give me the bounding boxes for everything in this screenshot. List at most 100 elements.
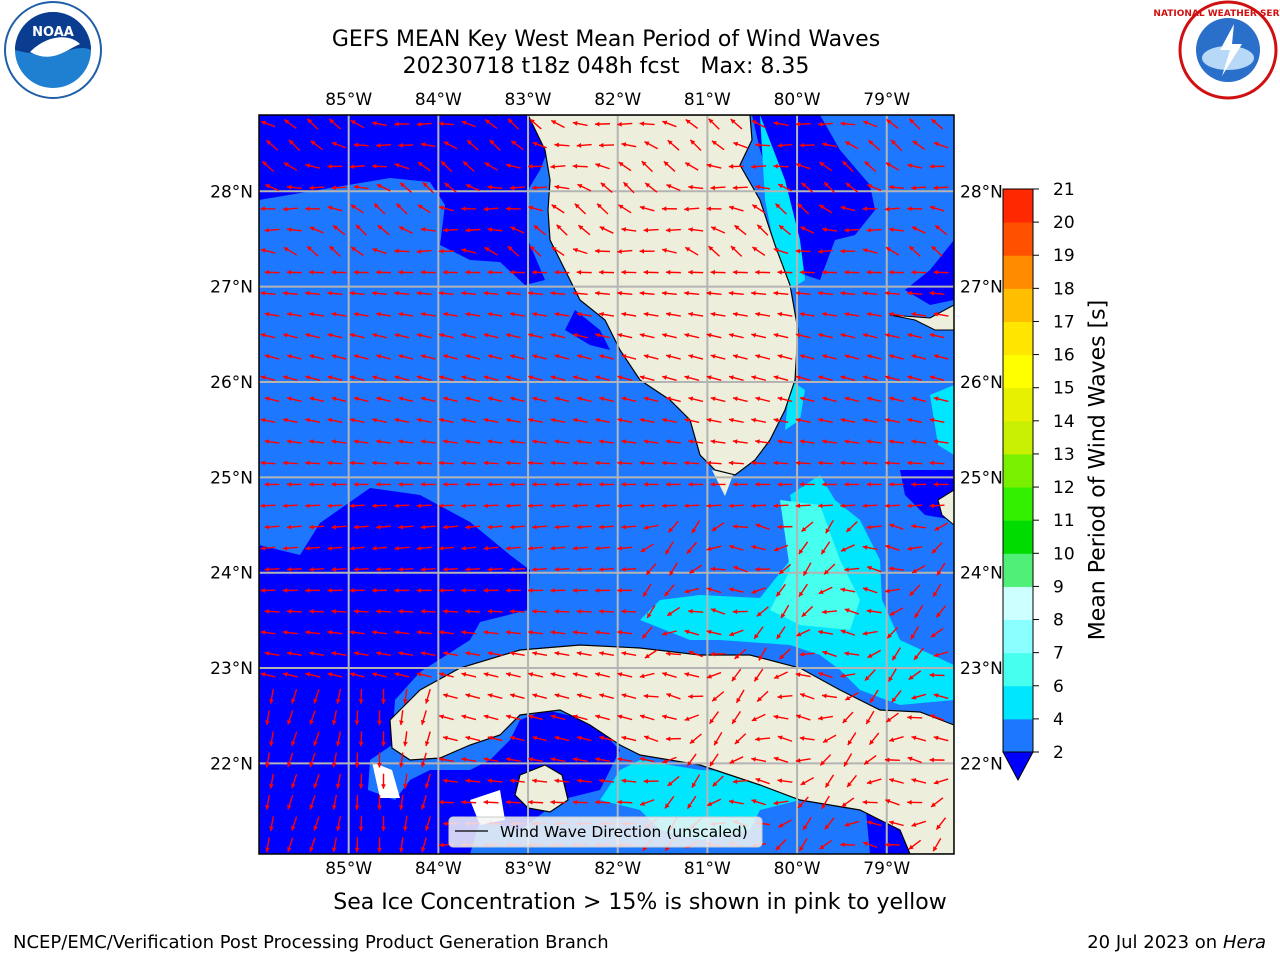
wind-wave-arrow — [353, 311, 369, 317]
wind-wave-arrow — [327, 205, 343, 212]
wind-wave-arrow — [622, 181, 635, 194]
wind-wave-arrow — [331, 141, 347, 149]
wind-wave-arrow — [688, 650, 703, 658]
wind-wave-arrow — [728, 503, 744, 509]
wind-wave-arrow — [621, 354, 637, 360]
wind-wave-arrow — [394, 460, 410, 466]
wind-wave-arrow — [840, 375, 856, 382]
svg-text:NOAA: NOAA — [32, 25, 74, 40]
wind-wave-arrow — [907, 460, 923, 466]
lat-tick-label-left: 22°N — [210, 754, 253, 774]
wind-wave-arrow — [710, 439, 726, 444]
wind-wave-arrow — [840, 587, 856, 593]
wind-wave-arrow — [532, 651, 548, 657]
wind-wave-arrow — [349, 588, 365, 593]
wind-wave-arrow — [844, 651, 860, 656]
wind-wave-arrow — [572, 545, 588, 551]
wind-wave-arrow — [282, 460, 298, 466]
wind-wave-arrow — [617, 588, 633, 593]
wind-wave-arrow — [572, 121, 588, 127]
wind-wave-arrow — [911, 269, 927, 275]
wind-wave-arrow — [306, 118, 319, 130]
wind-wave-arrow — [643, 269, 659, 275]
wind-wave-arrow — [438, 375, 454, 382]
wind-wave-arrow — [617, 714, 633, 721]
wind-wave-arrow — [706, 290, 722, 296]
wind-wave-arrow — [505, 163, 521, 169]
wind-wave-arrow — [438, 545, 454, 551]
wind-wave-arrow — [706, 460, 722, 466]
wind-wave-arrow — [708, 245, 720, 257]
wind-wave-arrow — [644, 649, 658, 659]
wind-wave-arrow — [912, 140, 926, 151]
wind-wave-arrow — [753, 668, 764, 682]
wind-wave-arrow — [332, 224, 346, 236]
wind-wave-arrow — [662, 756, 677, 764]
wind-wave-arrow — [684, 162, 699, 171]
wind-wave-arrow — [825, 519, 834, 534]
wind-wave-arrow — [599, 226, 614, 234]
wind-wave-arrow — [888, 778, 904, 784]
wind-wave-arrow — [617, 417, 633, 423]
wind-wave-arrow — [621, 609, 637, 614]
wind-wave-arrow — [710, 269, 726, 275]
wind-wave-arrow — [598, 269, 615, 275]
wind-wave-arrow — [260, 460, 276, 466]
wind-wave-arrow — [756, 606, 769, 617]
wind-wave-arrow — [911, 226, 926, 234]
wind-wave-arrow — [353, 184, 369, 190]
wind-wave-arrow — [866, 269, 882, 275]
wind-wave-arrow — [550, 545, 566, 551]
wind-wave-arrow — [576, 396, 592, 403]
wind-wave-arrow — [711, 522, 725, 532]
wind-wave-arrow — [907, 290, 923, 296]
wind-wave-arrow — [282, 545, 298, 551]
wind-wave-arrow — [264, 481, 280, 487]
wind-wave-arrow — [777, 396, 793, 403]
wind-wave-arrow — [381, 816, 386, 832]
wind-wave-arrow — [420, 524, 436, 530]
wind-wave-arrow — [417, 204, 431, 214]
wind-wave-arrow — [331, 609, 347, 614]
wind-wave-arrow — [706, 375, 722, 382]
wind-wave-arrow — [661, 332, 677, 339]
wind-wave-arrow — [843, 753, 853, 767]
wind-wave-arrow — [643, 693, 659, 699]
wind-wave-arrow — [487, 651, 503, 657]
wind-wave-arrow — [572, 799, 588, 805]
wind-wave-arrow — [595, 672, 610, 678]
wind-wave-arrow — [730, 118, 743, 130]
wind-wave-arrow — [929, 332, 945, 339]
wind-wave-arrow — [264, 524, 280, 530]
wind-wave-arrow — [598, 142, 615, 148]
wind-wave-arrow — [773, 544, 789, 552]
wind-wave-arrow — [353, 481, 369, 487]
wind-wave-arrow — [269, 773, 274, 789]
wind-wave-arrow — [801, 182, 814, 193]
wind-wave-arrow — [349, 503, 365, 509]
wind-wave-arrow — [728, 375, 744, 382]
wind-wave-arrow — [309, 837, 316, 853]
colorbar-segment — [1003, 718, 1033, 753]
wind-wave-arrow — [265, 837, 270, 853]
wind-wave-arrow — [817, 715, 834, 721]
wind-wave-arrow — [305, 375, 321, 382]
wind-wave-arrow — [642, 583, 652, 598]
wind-wave-arrow — [840, 503, 856, 509]
wind-wave-arrow — [886, 626, 899, 639]
wind-wave-arrow — [710, 396, 726, 403]
wind-wave-arrow — [371, 545, 388, 551]
wind-wave-arrow — [595, 332, 610, 339]
wind-wave-arrow — [643, 524, 659, 530]
wind-wave-arrow — [327, 375, 343, 382]
wind-wave-arrow — [528, 714, 544, 721]
wind-wave-arrow — [797, 796, 809, 809]
wind-wave-arrow — [572, 503, 588, 509]
wind-wave-arrow — [600, 182, 613, 193]
wind-wave-arrow — [416, 375, 432, 382]
wind-wave-arrow — [774, 203, 787, 215]
wind-wave-arrow — [802, 562, 812, 577]
wind-wave-arrow — [554, 311, 570, 317]
wind-wave-arrow — [840, 629, 856, 636]
wind-wave-arrow — [817, 290, 834, 296]
